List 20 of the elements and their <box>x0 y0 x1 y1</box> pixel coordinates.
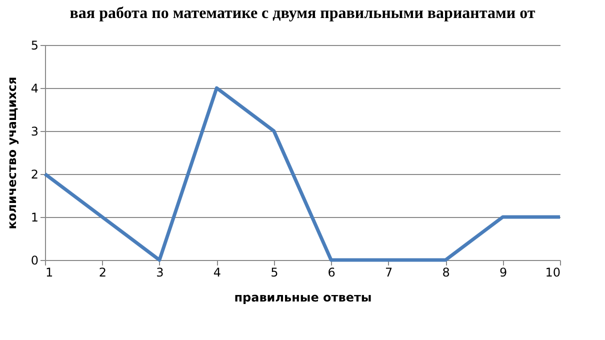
x-tick-label: 10 <box>545 266 560 280</box>
y-tick-label: 4 <box>30 82 38 96</box>
x-tick-label: 3 <box>156 266 164 280</box>
y-tick-label: 0 <box>30 254 38 268</box>
x-tick-label: 1 <box>46 266 54 280</box>
x-tick-label: 2 <box>98 266 107 280</box>
line-series <box>43 86 562 262</box>
y-tick-label: 5 <box>30 38 38 52</box>
y-axis-title: количество учащихся <box>4 76 19 230</box>
y-tick-label: 2 <box>30 168 38 182</box>
x-tick-label: 9 <box>499 266 508 280</box>
x-tick-label: 5 <box>270 266 278 280</box>
x-tick-label: 8 <box>442 266 450 280</box>
y-tick-label: 1 <box>30 210 38 224</box>
x-axis-title: правильные ответы <box>234 290 372 304</box>
chart-title: вая работа по математике с двумя правильными вариантами от <box>70 5 536 22</box>
x-tick-label: 7 <box>385 266 393 280</box>
x-tick-label: 6 <box>328 266 336 280</box>
x-tick-label: 4 <box>213 266 221 280</box>
y-tick-label: 3 <box>30 124 38 138</box>
